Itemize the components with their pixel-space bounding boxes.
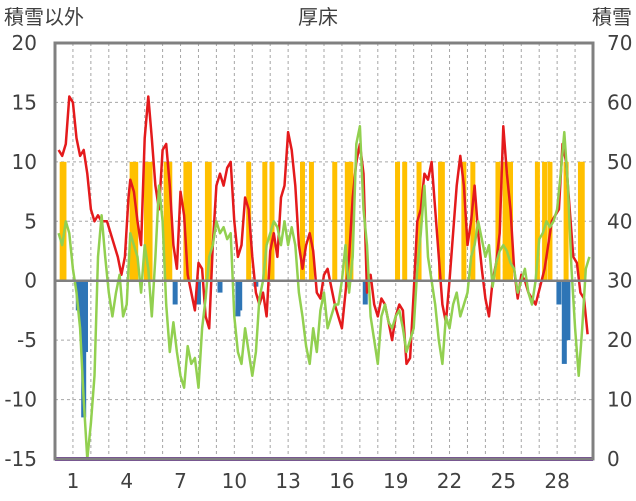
bar: [556, 280, 562, 305]
bar: [402, 161, 408, 281]
right-tick-label: 40: [607, 209, 632, 233]
right-tick-label: 30: [607, 269, 632, 293]
bar: [269, 161, 275, 281]
right-tick-label: 70: [607, 31, 632, 55]
bar: [470, 161, 476, 281]
bar: [206, 161, 212, 281]
bar: [495, 161, 501, 281]
left-tick-label: 15: [12, 90, 37, 114]
bar: [143, 161, 149, 281]
bar: [262, 161, 268, 281]
x-tick-label: 22: [437, 469, 462, 493]
left-tick-label: 0: [24, 269, 37, 293]
left-tick-label: -15: [4, 447, 37, 471]
bar: [395, 161, 401, 281]
left-axis-ticks: 20 15 10 5 0 -5 -10 -15: [4, 31, 37, 471]
right-tick-label: 0: [607, 447, 620, 471]
bar: [299, 161, 305, 281]
bar: [416, 161, 422, 281]
x-tick-label: 10: [222, 469, 247, 493]
bar: [563, 161, 569, 281]
right-tick-label: 20: [607, 328, 632, 352]
bar: [187, 161, 192, 281]
left-tick-label: 20: [12, 31, 37, 55]
bar: [461, 161, 467, 281]
bar: [534, 161, 540, 281]
bar: [147, 161, 153, 281]
bar: [61, 161, 67, 281]
bar: [75, 280, 81, 311]
bar: [133, 161, 139, 281]
bar: [129, 161, 135, 281]
bar: [183, 161, 189, 281]
bar: [362, 280, 368, 305]
bar: [172, 280, 178, 305]
blue-bars: [75, 280, 571, 418]
bar: [439, 161, 445, 281]
bar: [542, 161, 548, 281]
right-axis-label: 積雪: [592, 5, 632, 29]
left-tick-label: -10: [4, 388, 37, 412]
x-tick-label: 13: [275, 469, 300, 493]
x-tick-label: 28: [544, 469, 569, 493]
left-tick-label: 10: [12, 150, 37, 174]
bar: [217, 280, 223, 293]
left-tick-label: 5: [24, 209, 37, 233]
bar: [82, 280, 88, 353]
right-tick-label: 50: [607, 150, 632, 174]
bar: [504, 161, 510, 281]
x-tick-label: 4: [120, 469, 133, 493]
x-axis-ticks: 1 4 7 10 13 16 19 22 25 28: [67, 469, 570, 493]
x-tick-label: 1: [67, 469, 80, 493]
bar: [547, 161, 553, 281]
bar: [195, 280, 201, 305]
bar: [344, 161, 350, 281]
x-tick-label: 25: [491, 469, 516, 493]
left-tick-label: -5: [17, 328, 37, 352]
bar: [579, 161, 585, 281]
right-axis-ticks: 70 60 50 40 30 20 10 0: [607, 31, 632, 471]
bar: [561, 280, 567, 364]
left-axis-label: 積雪以外: [4, 5, 84, 29]
bar: [308, 161, 314, 281]
bar: [565, 280, 571, 341]
x-tick-label: 16: [329, 469, 354, 493]
plot-frame: [53, 41, 595, 461]
bar: [167, 161, 173, 281]
x-tick-label: 7: [174, 469, 187, 493]
chart-title: 厚床: [298, 5, 338, 29]
bar: [332, 161, 338, 281]
x-tick-label: 19: [383, 469, 408, 493]
bar: [237, 280, 243, 311]
bar: [163, 161, 169, 281]
series-line: [57, 124, 591, 461]
right-tick-label: 60: [607, 90, 632, 114]
right-tick-label: 10: [607, 388, 632, 412]
